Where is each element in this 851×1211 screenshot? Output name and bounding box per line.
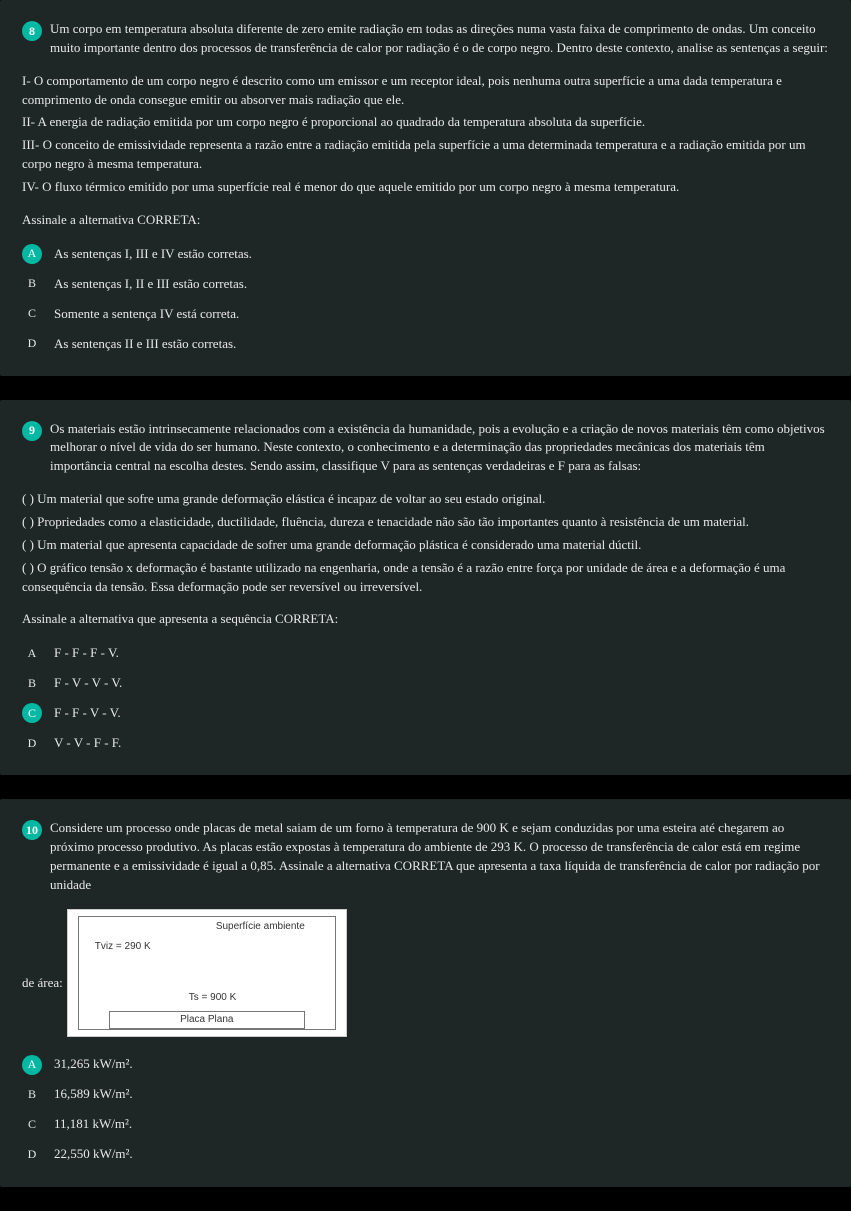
option-text: Somente a sentença IV está correta.: [54, 305, 239, 323]
option-letter-badge: D: [22, 1145, 42, 1165]
question-header: 8 Um corpo em temperatura absoluta difer…: [22, 20, 829, 58]
question-instruction: Assinale a alternativa que apresenta a s…: [22, 610, 829, 629]
question-intro: Os materiais estão intrinsecamente relac…: [50, 420, 829, 477]
diagram-prefix-text: de área:: [22, 975, 63, 1037]
option-text: F - F - V - V.: [54, 704, 121, 722]
option-text: As sentenças I, III e IV estão corretas.: [54, 245, 252, 263]
statement-line: I- O comportamento de um corpo negro é d…: [22, 72, 829, 110]
option-d[interactable]: D V - V - F - F.: [22, 733, 829, 753]
question-number-badge: 10: [22, 820, 42, 840]
option-text: 16,589 kW/m².: [54, 1085, 133, 1103]
question-card: 8 Um corpo em temperatura absoluta difer…: [0, 0, 851, 376]
option-b[interactable]: B F - V - V - V.: [22, 673, 829, 693]
question-header: 9 Os materiais estão intrinsecamente rel…: [22, 420, 829, 477]
question-number-badge: 8: [22, 21, 42, 41]
diagram-ambient-label: Superfície ambiente: [216, 921, 305, 932]
option-letter-badge: A: [22, 1055, 42, 1075]
diagram-row: de área: Superfície ambiente Tviz = 290 …: [22, 909, 829, 1037]
option-d[interactable]: D As sentenças II e III estão corretas.: [22, 334, 829, 354]
options-list: A 31,265 kW/m². B 16,589 kW/m². C 11,181…: [22, 1055, 829, 1165]
option-d[interactable]: D 22,550 kW/m².: [22, 1145, 829, 1165]
question-intro: Um corpo em temperatura absoluta diferen…: [50, 20, 829, 58]
diagram-plate-label: Placa Plana: [109, 1011, 305, 1029]
question-card: 9 Os materiais estão intrinsecamente rel…: [0, 400, 851, 776]
option-c[interactable]: C 11,181 kW/m².: [22, 1115, 829, 1135]
option-letter-badge: C: [22, 1115, 42, 1135]
option-text: 11,181 kW/m².: [54, 1115, 132, 1133]
option-text: As sentenças II e III estão corretas.: [54, 335, 236, 353]
option-letter-badge: D: [22, 733, 42, 753]
option-c[interactable]: C F - F - V - V.: [22, 703, 829, 723]
statement-line: ( ) O gráfico tensão x deformação é bast…: [22, 559, 829, 597]
question-instruction: Assinale a alternativa CORRETA:: [22, 211, 829, 230]
options-list: A As sentenças I, III e IV estão correta…: [22, 244, 829, 354]
option-text: As sentenças I, II e III estão corretas.: [54, 275, 247, 293]
diagram-border: Superfície ambiente Tviz = 290 K Ts = 90…: [78, 916, 336, 1030]
option-a[interactable]: A 31,265 kW/m².: [22, 1055, 829, 1075]
option-c[interactable]: C Somente a sentença IV está correta.: [22, 304, 829, 324]
option-letter-badge: A: [22, 244, 42, 264]
option-letter-badge: C: [22, 304, 42, 324]
statement-line: III- O conceito de emissividade represen…: [22, 136, 829, 174]
option-text: V - V - F - F.: [54, 734, 121, 752]
question-intro: Considere um processo onde placas de met…: [50, 819, 829, 894]
option-letter-badge: B: [22, 1085, 42, 1105]
diagram-tviz-label: Tviz = 290 K: [95, 941, 151, 952]
statement-line: II- A energia de radiação emitida por um…: [22, 113, 829, 132]
question-body: I- O comportamento de um corpo negro é d…: [22, 72, 829, 197]
statement-line: ( ) Um material que sofre uma grande def…: [22, 490, 829, 509]
statement-line: ( ) Propriedades como a elasticidade, du…: [22, 513, 829, 532]
option-letter-badge: A: [22, 643, 42, 663]
option-a[interactable]: A As sentenças I, III e IV estão correta…: [22, 244, 829, 264]
question-body: ( ) Um material que sofre uma grande def…: [22, 490, 829, 596]
question-header: 10 Considere um processo onde placas de …: [22, 819, 829, 894]
question-number-badge: 9: [22, 421, 42, 441]
question-card: 10 Considere um processo onde placas de …: [0, 799, 851, 1186]
option-text: F - F - F - V.: [54, 644, 119, 662]
option-b[interactable]: B As sentenças I, II e III estão correta…: [22, 274, 829, 294]
option-letter-badge: C: [22, 703, 42, 723]
option-letter-badge: B: [22, 274, 42, 294]
option-text: 22,550 kW/m².: [54, 1145, 133, 1163]
statement-line: IV- O fluxo térmico emitido por uma supe…: [22, 178, 829, 197]
option-a[interactable]: A F - F - F - V.: [22, 643, 829, 663]
option-b[interactable]: B 16,589 kW/m².: [22, 1085, 829, 1105]
option-letter-badge: D: [22, 334, 42, 354]
statement-line: ( ) Um material que apresenta capacidade…: [22, 536, 829, 555]
option-letter-badge: B: [22, 673, 42, 693]
option-text: F - V - V - V.: [54, 674, 122, 692]
options-list: A F - F - F - V. B F - V - V - V. C F - …: [22, 643, 829, 753]
option-text: 31,265 kW/m².: [54, 1055, 133, 1073]
heat-transfer-diagram: Superfície ambiente Tviz = 290 K Ts = 90…: [67, 909, 347, 1037]
diagram-ts-label: Ts = 900 K: [189, 992, 237, 1003]
